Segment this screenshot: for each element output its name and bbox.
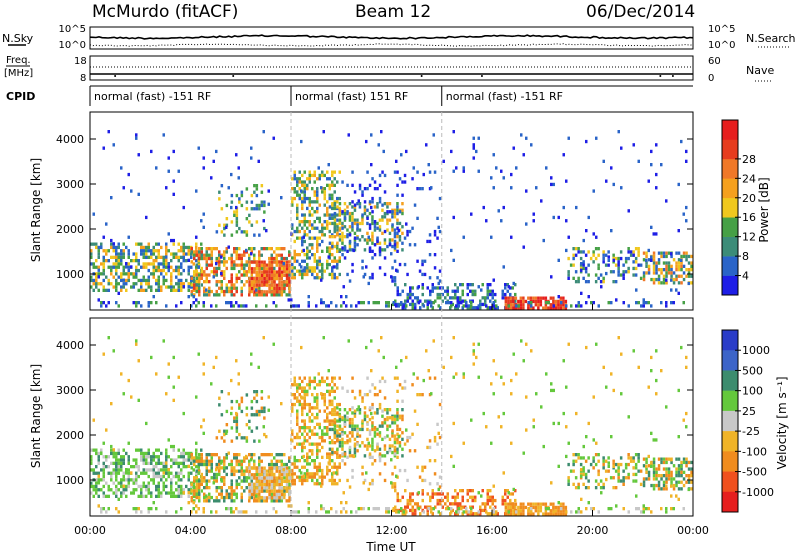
x-tick-label: 08:00 bbox=[275, 524, 307, 537]
freq-unit: [MHz] bbox=[4, 68, 33, 79]
date-title: 06/Dec/2014 bbox=[586, 2, 695, 22]
cpid-change-markers bbox=[290, 112, 443, 516]
velocity-y-tick: 3000 bbox=[56, 384, 84, 397]
power-colorbar-tick: 28 bbox=[742, 153, 756, 166]
power-y-tick: 4000 bbox=[56, 133, 84, 146]
velocity-colorbar-cell bbox=[722, 471, 738, 493]
velocity-colorbar-tick: -100 bbox=[742, 445, 767, 458]
velocity-colorbar-tick: 25 bbox=[742, 405, 756, 418]
power-colorbar-tick: 4 bbox=[742, 270, 749, 283]
x-tick-label: 04:00 bbox=[175, 524, 207, 537]
velocity-colorbar-tick: -500 bbox=[742, 466, 767, 479]
nave-tick-bottom: 0 bbox=[708, 73, 714, 84]
velocity-colorbar-tick: 100 bbox=[742, 385, 763, 398]
noise-panel: N.Sky N.Search 10^5 10^0 10^5 10^0 bbox=[2, 24, 796, 51]
x-tick-label: 16:00 bbox=[476, 524, 508, 537]
power-colorbar-tick: 16 bbox=[742, 211, 756, 224]
velocity-colorbar-label: Velocity [m s⁻¹] bbox=[775, 376, 789, 469]
power-y-tick: 3000 bbox=[56, 178, 84, 191]
velocity-colorbar-cell bbox=[722, 330, 738, 351]
power-y-label: Slant Range [km] bbox=[29, 158, 43, 262]
cpid-segment-label: normal (fast) -151 RF bbox=[94, 90, 211, 103]
nsky-label: N.Sky bbox=[2, 32, 34, 45]
velocity-colorbar-cell bbox=[722, 410, 738, 432]
power-colorbar-cell bbox=[722, 256, 738, 276]
velocity-colorbar-tick: -25 bbox=[742, 425, 760, 438]
nave-label: Nave bbox=[746, 64, 774, 77]
power-colorbar-cell bbox=[722, 178, 738, 199]
velocity-colorbar-tick: -1000 bbox=[742, 486, 774, 499]
power-colorbar-cell bbox=[722, 275, 738, 296]
power-colorbar-cell bbox=[722, 236, 738, 257]
power-y-tick: 2000 bbox=[56, 223, 84, 236]
velocity-colorbar-cell bbox=[722, 431, 738, 452]
freq-label: Freq. bbox=[6, 55, 31, 66]
freq-tick-top: 18 bbox=[74, 56, 87, 67]
x-tick-label: 20:00 bbox=[577, 524, 609, 537]
cpid-panel: CPID normal (fast) -151 RF normal (fast) … bbox=[6, 85, 693, 106]
x-tick-label: 00:00 bbox=[677, 524, 709, 537]
power-y-tick: 1000 bbox=[56, 268, 84, 281]
freq-panel: Freq. [MHz] 18 8 60 0 Nave bbox=[4, 55, 774, 84]
nsky-trace bbox=[89, 34, 694, 40]
freq-tick-bottom: 8 bbox=[80, 73, 86, 84]
velocity-y-tick: 1000 bbox=[56, 474, 84, 487]
power-panel: 1000 2000 3000 4000 Slant Range [km] 4 8 12 16… bbox=[29, 111, 771, 311]
noise-tick-right-top: 10^5 bbox=[708, 24, 735, 35]
noise-tick-left-top: 10^5 bbox=[59, 24, 86, 35]
site-title: McMurdo (fitACF) bbox=[92, 2, 238, 22]
velocity-colorbar-cell bbox=[722, 350, 738, 371]
power-colorbar-cell bbox=[722, 217, 738, 237]
power-colorbar-tick: 20 bbox=[742, 192, 756, 205]
x-axis-label: Time UT bbox=[365, 540, 416, 554]
x-tick-label: 00:00 bbox=[74, 524, 106, 537]
velocity-y-label: Slant Range [km] bbox=[29, 364, 43, 468]
power-colorbar-cell bbox=[722, 158, 738, 179]
velocity-colorbar-tick: 1000 bbox=[742, 344, 770, 357]
noise-tick-right-bottom: 10^0 bbox=[708, 40, 735, 51]
velocity-colorbar-tick: 500 bbox=[742, 364, 763, 377]
beam-title: Beam 12 bbox=[355, 2, 431, 22]
noise-tick-left-bottom: 10^0 bbox=[59, 40, 86, 51]
power-colorbar-cell bbox=[722, 139, 738, 160]
power-colorbar-cell bbox=[722, 120, 738, 140]
power-colorbar-cell bbox=[722, 197, 738, 218]
nsearch-label: N.Search bbox=[746, 32, 796, 45]
cpid-segment-label: normal (fast) 151 RF bbox=[295, 90, 408, 103]
nsearch-trace bbox=[89, 43, 694, 47]
velocity-colorbar-cell bbox=[722, 390, 738, 412]
power-colorbar-tick: 8 bbox=[742, 250, 749, 263]
velocity-colorbar-cell bbox=[722, 370, 738, 391]
nave-tick-top: 60 bbox=[708, 56, 721, 67]
cpid-segment-label: normal (fast) -151 RF bbox=[446, 90, 563, 103]
power-colorbar-tick: 12 bbox=[742, 231, 756, 244]
power-colorbar-tick: 24 bbox=[742, 172, 756, 185]
cpid-label: CPID bbox=[6, 90, 35, 103]
velocity-colorbar-cell bbox=[722, 491, 738, 513]
velocity-y-tick: 4000 bbox=[56, 339, 84, 352]
velocity-panel: 1000 2000 3000 4000 Slant Range [km] 1000 50… bbox=[29, 304, 789, 554]
x-tick-label: 12:00 bbox=[376, 524, 408, 537]
power-colorbar-label: Power [dB] bbox=[757, 177, 771, 242]
velocity-y-tick: 2000 bbox=[56, 429, 84, 442]
velocity-colorbar-cell bbox=[722, 451, 738, 472]
